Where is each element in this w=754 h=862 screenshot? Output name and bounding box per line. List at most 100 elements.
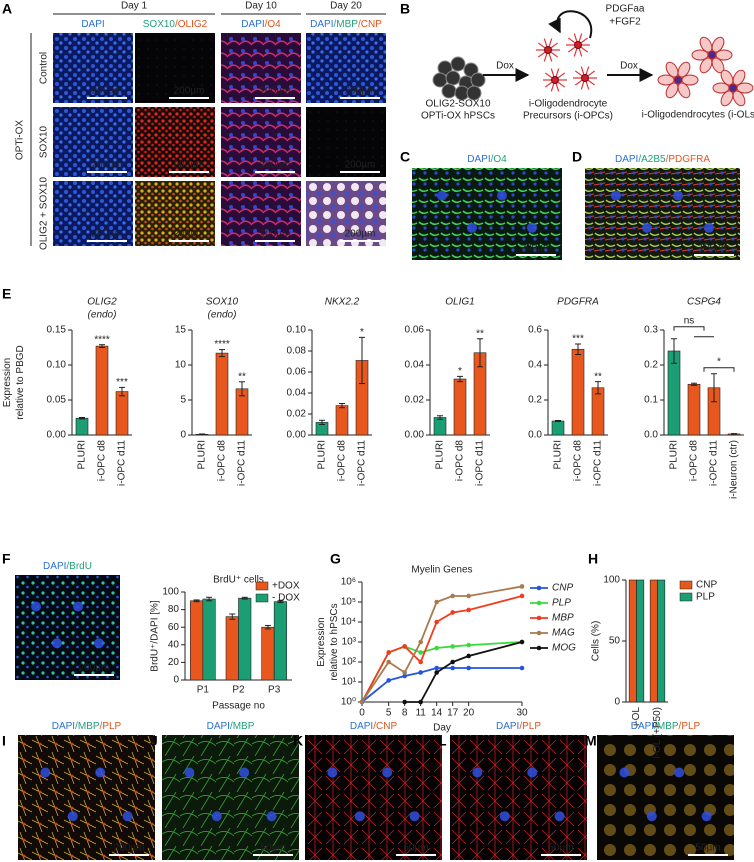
stain-label: SOX10/OLIG2 bbox=[143, 19, 208, 30]
y-axis-label: Expression bbox=[2, 358, 13, 407]
micrograph bbox=[15, 575, 120, 680]
legend-swatch bbox=[679, 580, 693, 590]
series-line bbox=[361, 585, 523, 703]
chart-subtitle: (endo) bbox=[208, 310, 237, 321]
chart-title: CSPG4 bbox=[687, 297, 721, 308]
point bbox=[450, 593, 455, 599]
nucleus bbox=[673, 190, 683, 201]
x-tick-label: i-Neuron (ctr) bbox=[729, 440, 740, 499]
nucleus bbox=[73, 601, 83, 612]
chart-title: OLIG2 bbox=[87, 297, 117, 308]
scale-bar-label: 200µm bbox=[79, 663, 110, 674]
y-tick-label: 10⁴ bbox=[341, 617, 356, 628]
stain-segment: /MBP bbox=[333, 19, 358, 30]
stain-segment: /A2B5 bbox=[638, 154, 666, 165]
point bbox=[386, 650, 391, 655]
stem-cell bbox=[441, 83, 457, 99]
stain-segment: /PDGFRA bbox=[666, 154, 711, 165]
row-label: Control bbox=[39, 52, 50, 84]
nucleus bbox=[704, 222, 714, 233]
bar bbox=[591, 387, 605, 436]
scale-bar-label: 50µm bbox=[695, 843, 720, 854]
y-tick-label: 0.00 bbox=[47, 430, 67, 441]
cell-body bbox=[707, 50, 717, 60]
point bbox=[402, 699, 407, 705]
significance: * bbox=[360, 327, 364, 338]
nucleus bbox=[409, 811, 420, 822]
row-label: OLIG2 + SOX10 bbox=[39, 177, 50, 251]
stain-segment: DAPI bbox=[52, 721, 75, 732]
scale-bar-label: 200µm bbox=[174, 229, 205, 240]
x-tick-label: 17 bbox=[447, 708, 459, 719]
y-axis-label: relative to PBGD bbox=[15, 345, 26, 419]
nucleus bbox=[67, 811, 78, 822]
scale-bar-label: 200µm bbox=[345, 86, 376, 97]
chart-title: Myelin Genes bbox=[411, 565, 472, 576]
stain-segment: DAPI bbox=[496, 721, 519, 732]
nucleus bbox=[95, 767, 106, 778]
stain-label: DAPI/A2B5/PDGFRA bbox=[615, 154, 710, 165]
stain-segment: /MBP bbox=[654, 721, 679, 732]
stain-label: DAPI/MBP/CNP bbox=[310, 19, 382, 30]
x-tick-label: PLURI bbox=[317, 440, 328, 469]
stain-segment: DAPI bbox=[43, 561, 66, 572]
y-tick-label: 10⁵ bbox=[341, 597, 356, 608]
x-tick-label: i-OPC d8 bbox=[573, 440, 584, 482]
stain-segment: /CNP bbox=[373, 721, 397, 732]
stain-segment: /CNP bbox=[358, 19, 382, 30]
stage-label: OPTi-OX hPSCs bbox=[421, 111, 495, 122]
series-line bbox=[361, 595, 523, 703]
nucleus bbox=[472, 767, 483, 778]
x-tick-label: i-OPC d11 bbox=[117, 440, 128, 486]
point bbox=[434, 645, 439, 651]
x-tick-label: 5 bbox=[386, 708, 392, 719]
point bbox=[402, 673, 407, 679]
nucleus bbox=[437, 190, 447, 201]
point bbox=[466, 653, 471, 659]
scale-bar-label: 200µm bbox=[345, 160, 376, 171]
significance: **** bbox=[94, 334, 110, 345]
x-axis-label: Passage no bbox=[212, 701, 265, 712]
nucleus bbox=[467, 222, 477, 233]
scale-bar-label: 200µm bbox=[92, 160, 123, 171]
x-tick-label: P3 bbox=[268, 685, 281, 696]
stage-label: Precursors (i-OPCs) bbox=[523, 111, 613, 122]
nucleus bbox=[31, 601, 41, 612]
x-tick-label: i-OPC d11 bbox=[475, 440, 486, 486]
scale-bar-label: 200µm bbox=[114, 843, 145, 854]
bar bbox=[273, 601, 287, 681]
y-tick-label: 0.6 bbox=[528, 325, 542, 336]
panel-letter: B bbox=[400, 1, 410, 17]
y-tick-label: 0.4 bbox=[528, 360, 542, 371]
significance: ** bbox=[594, 371, 602, 382]
point bbox=[450, 665, 455, 671]
y-axis-label: Cells (%) bbox=[591, 621, 602, 662]
factor-label: PDGFaa bbox=[606, 4, 645, 15]
nucleus bbox=[642, 222, 652, 233]
stain-segment: /O4 bbox=[491, 154, 508, 165]
panel-letter: C bbox=[400, 149, 410, 165]
micrograph bbox=[597, 735, 734, 860]
y-tick-label: 20 bbox=[168, 657, 180, 668]
legend-marker bbox=[536, 600, 542, 606]
legend-label: - DOX bbox=[272, 593, 300, 604]
bar bbox=[261, 626, 275, 681]
panel-letter: J bbox=[150, 733, 158, 749]
y-tick-label: 0.02 bbox=[405, 395, 425, 406]
stem-cell bbox=[445, 70, 461, 86]
nucleus bbox=[211, 811, 222, 822]
micrograph bbox=[585, 168, 740, 260]
scale-bar-label: 200µm bbox=[260, 86, 291, 97]
chart-title: NKX2.2 bbox=[325, 297, 360, 308]
stage-label: i-Oligodendrocytes (i-OLs) bbox=[642, 110, 754, 121]
legend-label: MOG bbox=[552, 643, 576, 654]
legend-swatch bbox=[679, 592, 693, 602]
y-tick-label: 0.2 bbox=[644, 360, 658, 371]
micrograph bbox=[450, 735, 587, 860]
y-tick-label: 100 bbox=[162, 587, 179, 598]
bar bbox=[115, 391, 129, 436]
nucleus bbox=[94, 638, 104, 649]
nucleus bbox=[611, 190, 621, 201]
y-tick-label: 10¹ bbox=[342, 677, 357, 688]
